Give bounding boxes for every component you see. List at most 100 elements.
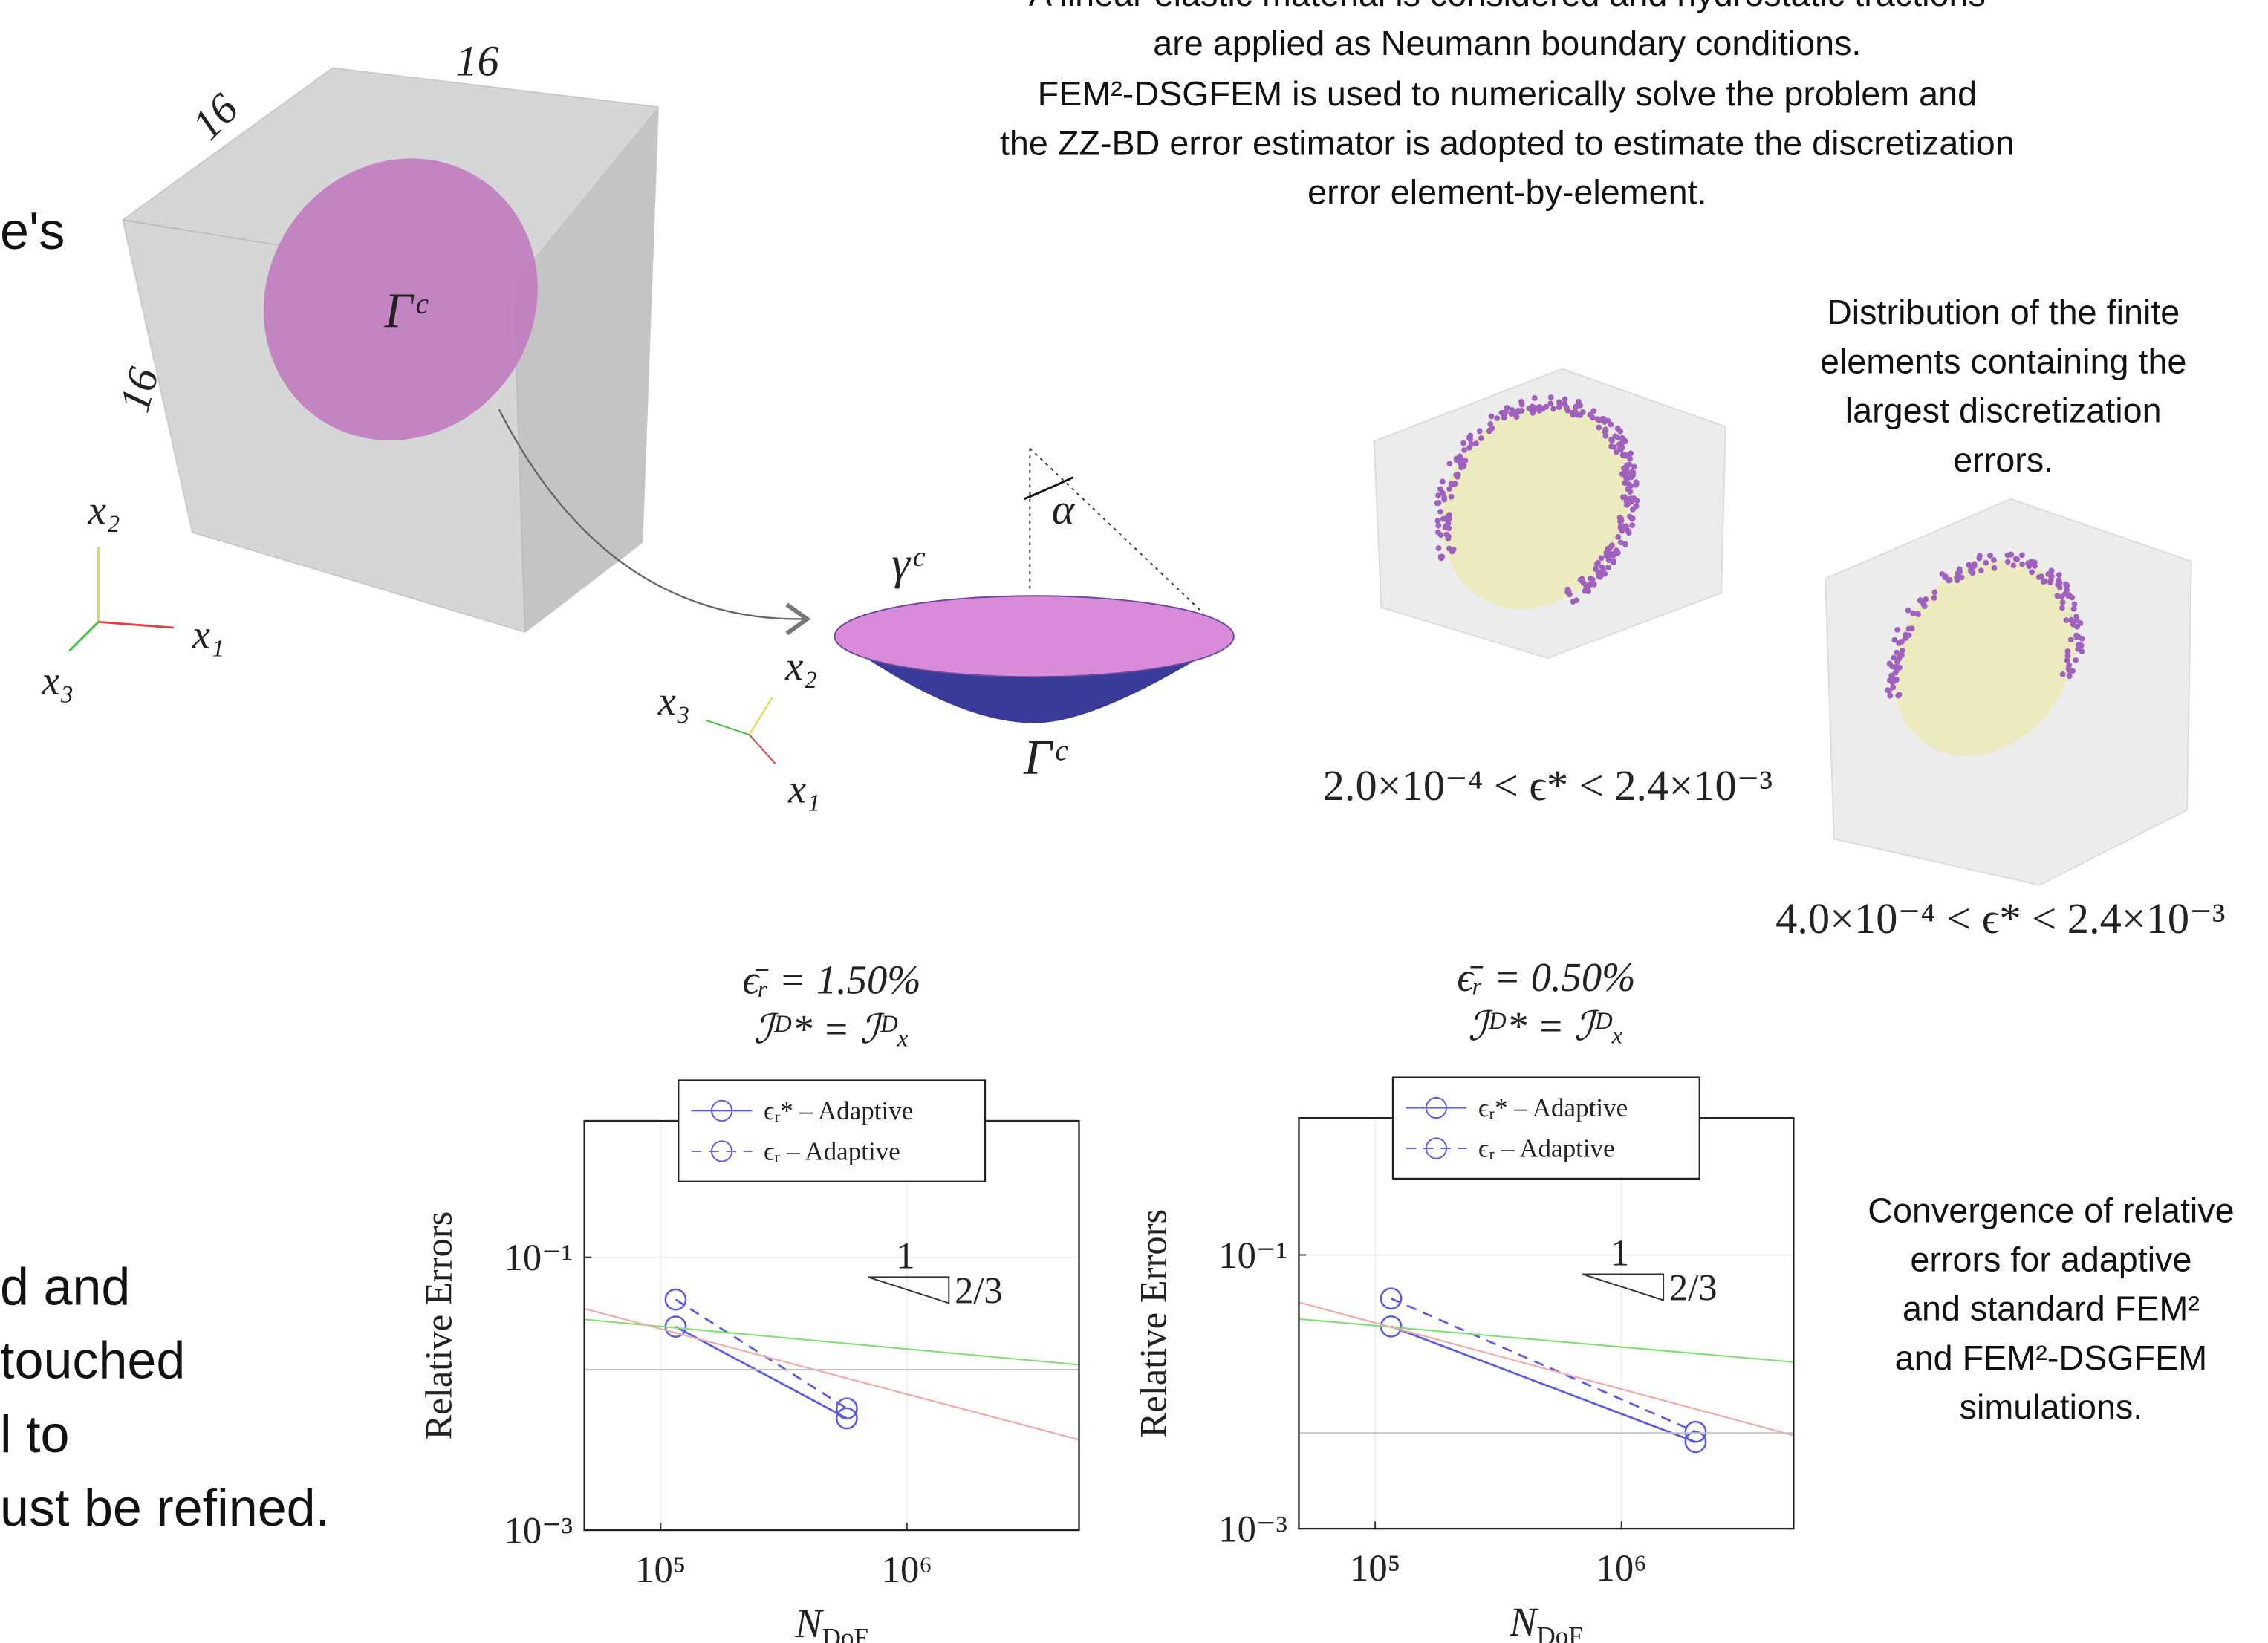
element-dot <box>2036 574 2042 580</box>
range-label: 2.0×10⁻⁴ < ϵ* < 2.4×10⁻³ <box>1323 761 1773 810</box>
element-dot <box>2045 571 2051 577</box>
element-dot <box>1917 597 1923 603</box>
element-dot <box>2063 582 2069 588</box>
legend-label: ϵᵣ* – Adaptive <box>1478 1093 1628 1122</box>
element-dot <box>1978 567 1984 573</box>
element-dot <box>1612 433 1618 439</box>
y-tick-label: 10⁻¹ <box>1218 1234 1287 1276</box>
element-dot <box>2030 561 2036 567</box>
element-dot <box>1972 562 1978 567</box>
element-dot <box>1915 611 1921 617</box>
element-dot <box>1436 545 1442 551</box>
series-line <box>1299 1302 1793 1435</box>
element-dot <box>2073 633 2079 639</box>
lens: α γᶜ Γᶜ x₃ x₂ x₁ <box>657 449 1234 812</box>
caption-line: elements containing the <box>1820 342 2186 380</box>
caption-line: and standard FEM² <box>1903 1289 2200 1328</box>
element-dot <box>2019 552 2025 558</box>
x-tick-label: 10⁵ <box>635 1549 686 1590</box>
element-dot <box>1896 640 1902 646</box>
element-dot <box>1557 403 1563 409</box>
element-dot <box>1992 565 1998 571</box>
element-dot <box>1931 595 1937 601</box>
left-line: l to <box>0 1405 69 1463</box>
element-dot <box>2029 569 2035 575</box>
slope-label: 1 <box>896 1235 914 1277</box>
element-dot <box>1536 408 1542 414</box>
element-dot <box>1580 579 1586 585</box>
element-dot <box>2057 580 2063 586</box>
element-dot <box>1622 494 1628 500</box>
element-dot <box>1624 453 1630 459</box>
caption-line: errors. <box>1953 440 2053 479</box>
x-tick-label: 10⁵ <box>1350 1547 1400 1589</box>
element-dot <box>1608 443 1614 449</box>
element-dot <box>1590 415 1596 421</box>
lens-top <box>834 596 1233 677</box>
element-dot <box>1511 411 1517 417</box>
x-axis-label: NDoF <box>794 1601 868 1643</box>
element-dot <box>1489 426 1495 432</box>
caption-line: simulations. <box>1960 1387 2143 1426</box>
element-dot <box>1602 433 1608 439</box>
element-dot <box>2041 579 2047 585</box>
paragraph-line: the ZZ-BD error estimator is adopted to … <box>1000 123 2015 162</box>
element-dot <box>1439 554 1445 560</box>
figure: A linear elastic material is considered … <box>0 0 2268 1643</box>
slope-label: 2/3 <box>1669 1266 1718 1308</box>
element-dot <box>1434 501 1440 507</box>
element-dot <box>1909 625 1915 631</box>
chart: 10⁻¹10⁻³10⁵10⁶ϵ̄ᵣ = 1.50%ℐᴰ* = ℐᴰₓRelati… <box>417 957 1079 1643</box>
element-dot <box>2065 653 2071 659</box>
element-dot <box>1573 597 1579 603</box>
paragraph-line: FEM²-DSGFEM is used to numerically solve… <box>1038 74 1977 113</box>
element-dot <box>1887 661 1893 667</box>
x-axis-label-main: N <box>794 1601 824 1643</box>
element-dot <box>2054 593 2060 599</box>
element-dot <box>1572 409 1578 414</box>
caption-line: errors for adaptive <box>1910 1240 2191 1279</box>
element-dot <box>1987 553 1993 559</box>
element-dot <box>1624 502 1630 508</box>
element-dot <box>1624 476 1630 482</box>
element-dot <box>1562 397 1568 403</box>
element-dot <box>1629 522 1635 528</box>
series-line <box>1391 1327 1696 1442</box>
x-axis-label-main: N <box>1509 1599 1538 1643</box>
element-dot <box>1983 560 1989 566</box>
element-dot <box>1621 525 1627 531</box>
element-dot <box>1617 446 1623 452</box>
element-dot <box>2014 556 2020 562</box>
element-dot <box>1530 409 1536 414</box>
element-dot <box>2005 559 2011 565</box>
element-dot <box>1457 455 1463 461</box>
element-dot <box>1441 497 1447 503</box>
element-dot <box>1444 532 1450 538</box>
element-dot <box>1435 523 1441 529</box>
element-dot <box>2068 637 2074 642</box>
element-dot <box>1887 693 1893 699</box>
series-line <box>585 1309 1079 1439</box>
paragraph-line: A linear elastic material is considered … <box>1029 0 1986 13</box>
element-dot <box>1599 555 1605 561</box>
legend-box <box>678 1081 985 1182</box>
element-dot <box>1455 472 1461 478</box>
axis-label: x₁ <box>192 611 224 657</box>
element-dot <box>1590 577 1596 583</box>
x-tick-label: 10⁶ <box>882 1549 932 1590</box>
element-dot <box>1891 655 1897 661</box>
element-dot <box>2079 642 2085 648</box>
element-dot <box>1602 419 1608 425</box>
element-dot <box>2059 605 2065 611</box>
page: {"paragraph":["A linear elastic material… <box>0 0 2268 1643</box>
element-dot <box>1564 404 1570 410</box>
paragraph: A linear elastic material is considered … <box>1000 0 2015 212</box>
element-dot <box>2047 579 2053 585</box>
element-dot <box>1580 409 1586 415</box>
element-dot <box>1991 557 1997 563</box>
element-dot <box>1617 429 1623 435</box>
axis <box>98 622 173 628</box>
element-dot <box>1501 411 1507 417</box>
chart-title: ℐᴰ* = ℐᴰₓ <box>753 1006 909 1052</box>
x-axis-label-sub: DoF <box>1536 1621 1582 1643</box>
